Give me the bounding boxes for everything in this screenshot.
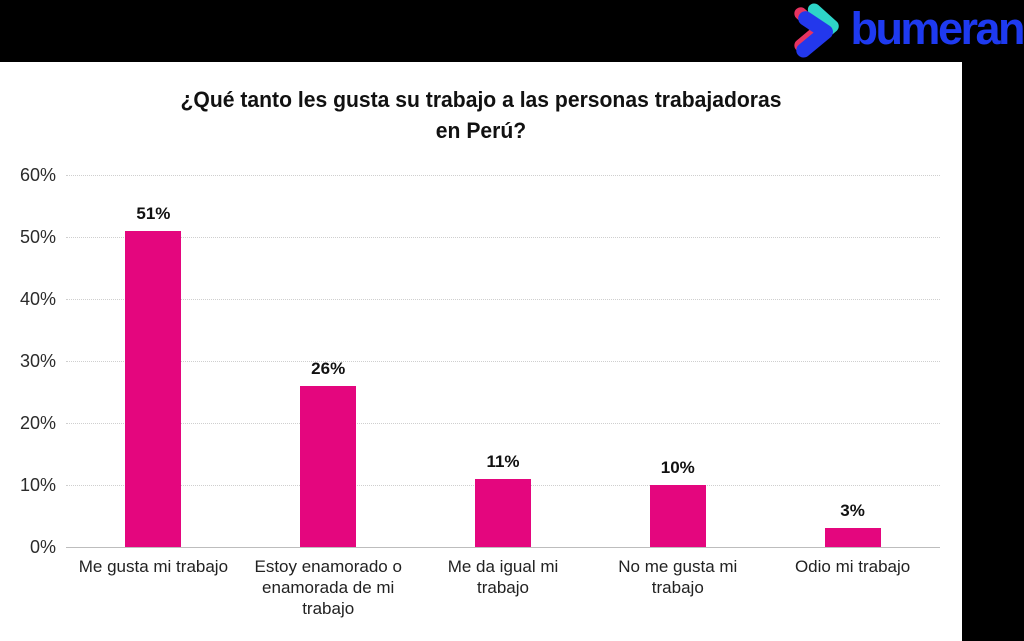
chart-title: ¿Qué tanto les gusta su trabajo a las pe… [19, 84, 943, 146]
boomerang-chevron-icon [794, 3, 840, 58]
x-axis-category-label-line: trabajo [302, 599, 355, 618]
gridline [66, 237, 940, 238]
bar-value-label: 3% [840, 501, 865, 520]
x-axis-category-label-line: trabajo [477, 578, 529, 597]
x-axis-category-label: No me gusta mi trabajo [580, 556, 775, 598]
x-axis-category-label-line: Odio mi trabajo [794, 557, 911, 576]
y-axis-tick-label: 0% [29, 537, 56, 557]
bar [824, 528, 881, 547]
x-axis-category-label-line: enamorada de mi [262, 578, 395, 597]
x-axis-category-label: Me gusta mi trabajo [56, 556, 251, 577]
chart-title-line-2: en Perú? [435, 118, 527, 143]
x-axis-category-label-line: No me gusta mi [618, 557, 738, 576]
x-axis-category-label-line: Me da igual mi [447, 557, 559, 576]
y-axis-tick-label: 10% [19, 475, 56, 495]
bumeran-logo-text: bumeran [850, 2, 1024, 54]
x-axis-baseline [66, 547, 940, 548]
chart-card: ¿Qué tanto les gusta su trabajo a las pe… [0, 62, 962, 641]
bar [475, 479, 531, 547]
y-axis-tick-label: 40% [19, 289, 56, 309]
right-black-strip [962, 62, 1024, 641]
bar-value-label: 10% [660, 458, 695, 477]
chart-title-line-1: ¿Qué tanto les gusta su trabajo a las pe… [180, 87, 782, 112]
gridline [66, 423, 940, 424]
bar [300, 386, 357, 547]
y-axis-tick-label: 60% [19, 165, 56, 185]
x-axis-category-label-line: Estoy enamorado o [254, 557, 402, 576]
y-axis-tick-label: 20% [19, 413, 56, 433]
bar-value-label: 26% [311, 359, 346, 378]
gridline [66, 299, 940, 300]
bar-value-label: 11% [486, 452, 520, 471]
bar-value-label: 51% [136, 204, 171, 223]
x-axis-category-label: Estoy enamorado o enamorada de mi trabajo [231, 556, 426, 619]
bar [649, 485, 706, 547]
bar-chart-plot-area: 60% 50% 40% 30% 20% 10% 0% 51% Me gusta mi traba… [0, 62, 962, 641]
x-axis-category-label: Me da igual mi trabajo [406, 556, 601, 598]
x-axis-category-label: Odio mi trabajo [755, 556, 950, 577]
header-band: bumeran [0, 0, 1024, 62]
y-axis-tick-label: 30% [19, 351, 56, 371]
y-axis-tick-label: 50% [19, 227, 56, 247]
bumeran-logo: bumeran [789, 0, 1024, 62]
x-axis-category-label-line: Me gusta mi trabajo [78, 557, 229, 576]
gridline [66, 361, 940, 362]
x-axis-category-label-line: trabajo [651, 578, 704, 597]
bar [125, 231, 182, 547]
gridline [66, 175, 940, 176]
